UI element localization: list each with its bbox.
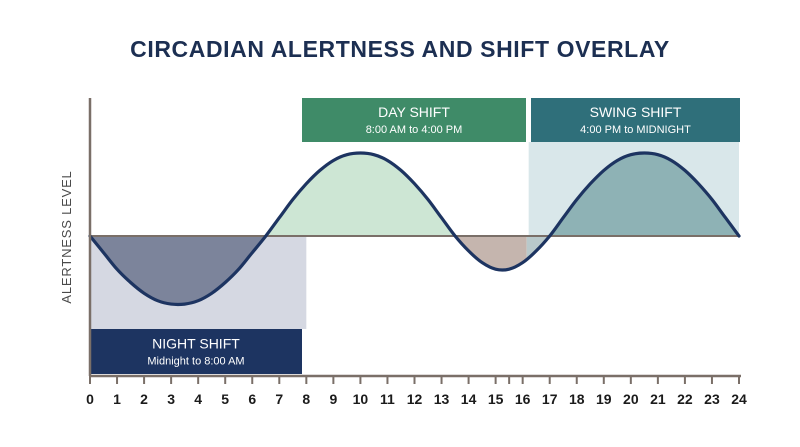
x-tick-label: 6 bbox=[248, 391, 256, 407]
x-tick-label: 23 bbox=[704, 391, 720, 407]
night-shift-name: NIGHT SHIFT bbox=[152, 336, 240, 352]
swing-shift-time: 4:00 PM to MIDNIGHT bbox=[580, 124, 691, 136]
x-tick-label: 7 bbox=[275, 391, 283, 407]
x-tick-label: 5 bbox=[221, 391, 229, 407]
x-tick-label: 14 bbox=[461, 391, 477, 407]
day-shift-time: 8:00 AM to 4:00 PM bbox=[366, 124, 463, 136]
x-tick-label: 20 bbox=[623, 391, 639, 407]
y-axis-label: ALERTNESS LEVEL bbox=[59, 170, 74, 303]
x-tick-label: 2 bbox=[140, 391, 148, 407]
x-tick-label: 11 bbox=[380, 391, 395, 407]
x-tick-label: 18 bbox=[569, 391, 585, 407]
x-tick-label: 16 bbox=[515, 391, 531, 407]
night-dip-area bbox=[90, 236, 307, 305]
x-tick-label: 10 bbox=[353, 391, 369, 407]
x-tick-label: 8 bbox=[302, 391, 310, 407]
day-peak-area bbox=[252, 153, 496, 236]
x-tick-label: 15 bbox=[488, 391, 504, 407]
x-tick-label: 13 bbox=[434, 391, 450, 407]
alertness-curve bbox=[88, 151, 741, 307]
x-tick-label: 3 bbox=[167, 391, 175, 407]
swing-shift-box bbox=[531, 98, 740, 142]
x-tick-label: 9 bbox=[329, 391, 337, 407]
swing-peak-area-group bbox=[522, 153, 739, 236]
night-dip-area-group bbox=[90, 236, 307, 305]
day-peak-area-group bbox=[252, 153, 496, 236]
swing-shift-name: SWING SHIFT bbox=[590, 104, 682, 120]
night-shift-box bbox=[90, 329, 302, 374]
swing-dip-area bbox=[526, 236, 577, 260]
x-tick-label: 0 bbox=[86, 391, 94, 407]
x-tick-label: 22 bbox=[677, 391, 693, 407]
x-tick-label: 4 bbox=[194, 391, 202, 407]
swing-dip-area-group bbox=[526, 236, 577, 260]
night-shift-time: Midnight to 8:00 AM bbox=[147, 356, 244, 368]
day-shift-box bbox=[302, 98, 526, 142]
day-shift-name: DAY SHIFT bbox=[378, 104, 450, 120]
x-tick-label: 12 bbox=[407, 391, 423, 407]
x-tick-label: 19 bbox=[596, 391, 612, 407]
x-tick-label: 1 bbox=[113, 391, 121, 407]
x-tick-label: 17 bbox=[542, 391, 558, 407]
x-tick-label: 24 bbox=[731, 391, 747, 407]
swing-peak-area bbox=[522, 153, 739, 236]
x-tick-label: 21 bbox=[650, 391, 666, 407]
chart-title: CIRCADIAN ALERTNESS AND SHIFT OVERLAY bbox=[130, 36, 670, 62]
